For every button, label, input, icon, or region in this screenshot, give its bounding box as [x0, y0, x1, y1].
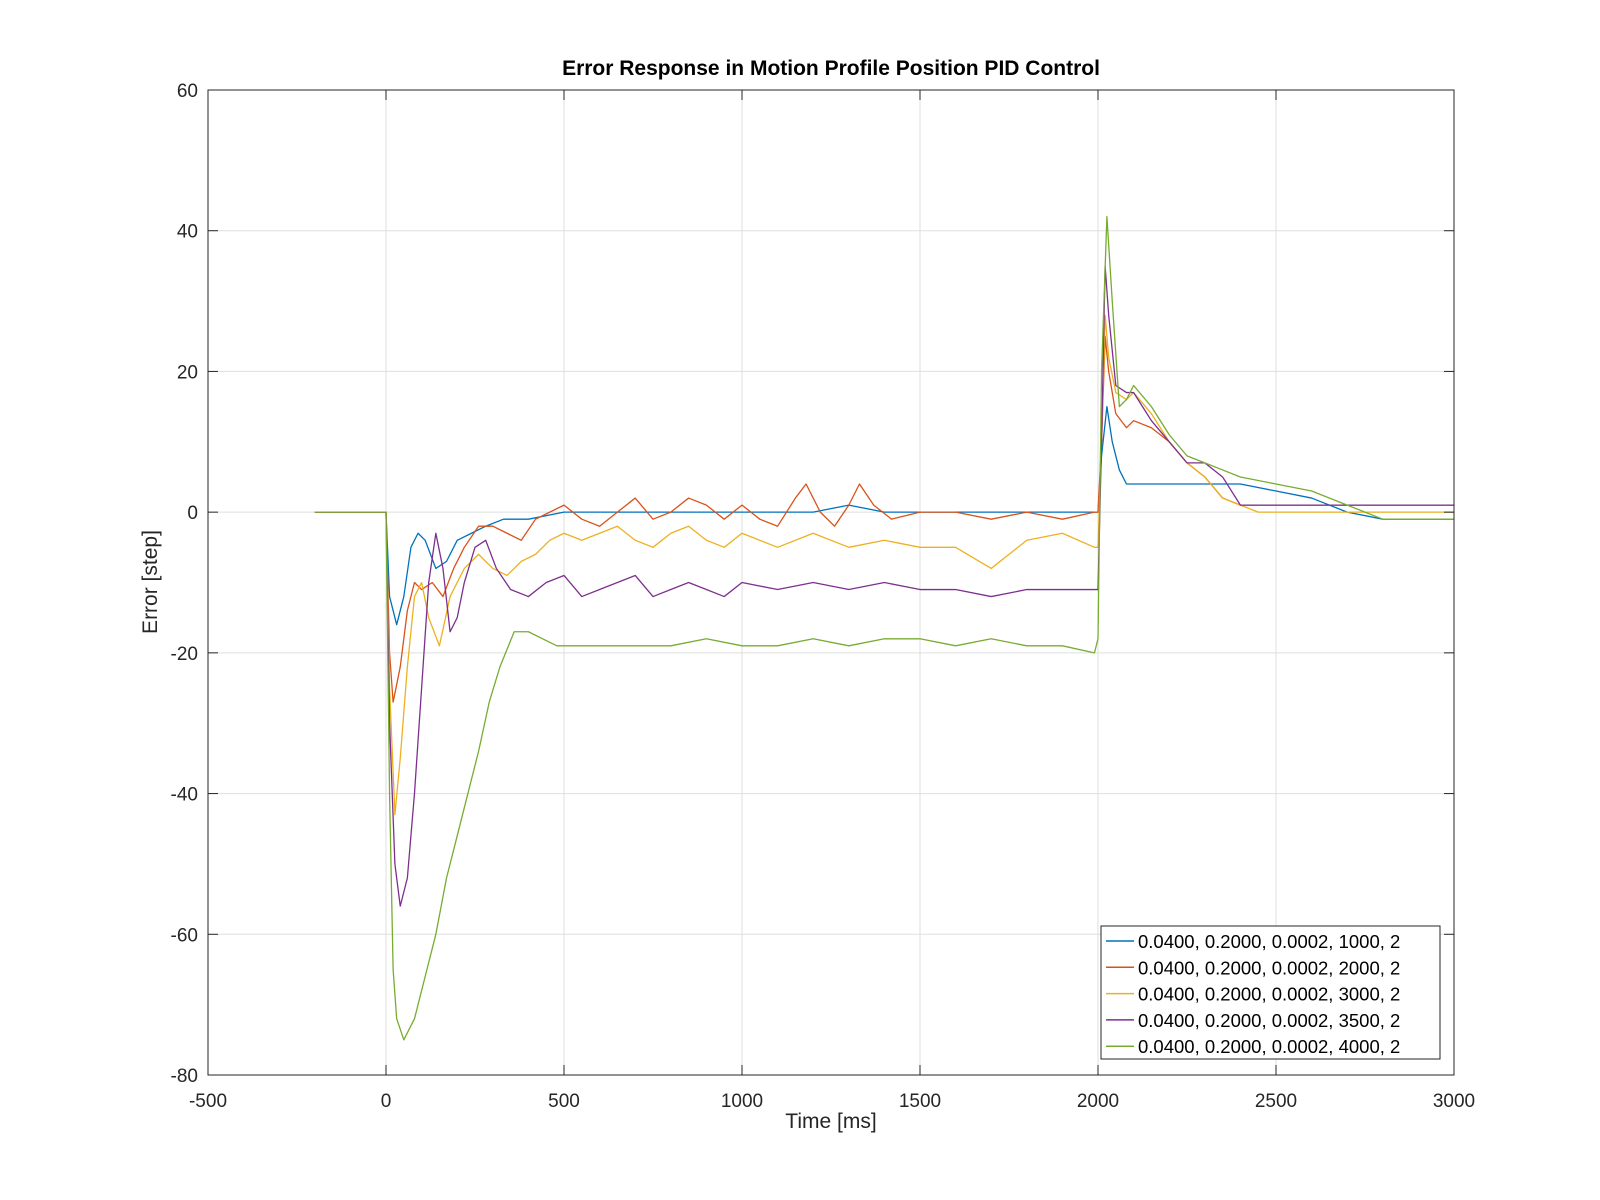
y-tick-label: -80 — [171, 1066, 198, 1087]
y-tick-label: 40 — [177, 222, 198, 243]
series-line-4 — [314, 265, 1454, 907]
series-line-2 — [314, 335, 1454, 703]
series-line-5 — [314, 215, 1454, 1041]
legend-entry: 0.0400, 0.2000, 0.0002, 4000, 2 — [1106, 1036, 1400, 1057]
legend-label: 0.0400, 0.2000, 0.0002, 3500, 2 — [1138, 1010, 1400, 1031]
legend-label: 0.0400, 0.2000, 0.0002, 1000, 2 — [1138, 931, 1400, 952]
x-tick-label: -500 — [189, 1091, 227, 1112]
y-tick-label: 20 — [177, 362, 198, 383]
axes-box — [207, 89, 1455, 1076]
chart-title: Error Response in Motion Profile Positio… — [562, 57, 1100, 80]
legend: 0.0400, 0.2000, 0.0002, 1000, 2 0.0400, 0… — [1100, 925, 1441, 1060]
x-axis-label: Time [ms] — [785, 1110, 876, 1133]
plot-area: -500 0 500 1000 1500 2000 2500 3000 -80 -60 -40 -20… — [171, 81, 1476, 1112]
x-tick-label: 3000 — [1433, 1091, 1475, 1112]
x-tick-label: 2500 — [1255, 1091, 1297, 1112]
x-tick-label: 1500 — [899, 1091, 941, 1112]
y-tick-label: 0 — [187, 503, 198, 524]
y-tick-label: 60 — [177, 81, 198, 102]
x-tick-label: 0 — [381, 1091, 392, 1112]
y-axis-label: Error [step] — [139, 530, 162, 634]
legend-label: 0.0400, 0.2000, 0.0002, 4000, 2 — [1138, 1036, 1400, 1057]
y-tick-label: -40 — [171, 785, 198, 806]
axes-background — [208, 90, 1454, 1075]
x-tick-label: 2000 — [1077, 1091, 1119, 1112]
legend-entry: 0.0400, 0.2000, 0.0002, 1000, 2 — [1106, 931, 1400, 952]
y-tick-label: -20 — [171, 644, 198, 665]
legend-entry: 0.0400, 0.2000, 0.0002, 2000, 2 — [1106, 957, 1400, 978]
x-tick-label: 500 — [548, 1091, 580, 1112]
legend-entry: 0.0400, 0.2000, 0.0002, 3000, 2 — [1106, 984, 1400, 1005]
x-tick-label: 1000 — [721, 1091, 763, 1112]
series-line-3 — [314, 314, 1454, 816]
legend-label: 0.0400, 0.2000, 0.0002, 3000, 2 — [1138, 984, 1400, 1005]
legend-label: 0.0400, 0.2000, 0.0002, 2000, 2 — [1138, 957, 1400, 978]
ticks: -500 0 500 1000 1500 2000 2500 3000 -80 -60 -40 -20… — [171, 81, 1476, 1112]
y-tick-label: -60 — [171, 925, 198, 946]
legend-entry: 0.0400, 0.2000, 0.0002, 3500, 2 — [1106, 1010, 1400, 1031]
series-layer — [314, 215, 1454, 1041]
legend-box — [1100, 925, 1441, 1060]
legend-items: 0.0400, 0.2000, 0.0002, 1000, 2 0.0400, 0… — [1106, 931, 1400, 1057]
